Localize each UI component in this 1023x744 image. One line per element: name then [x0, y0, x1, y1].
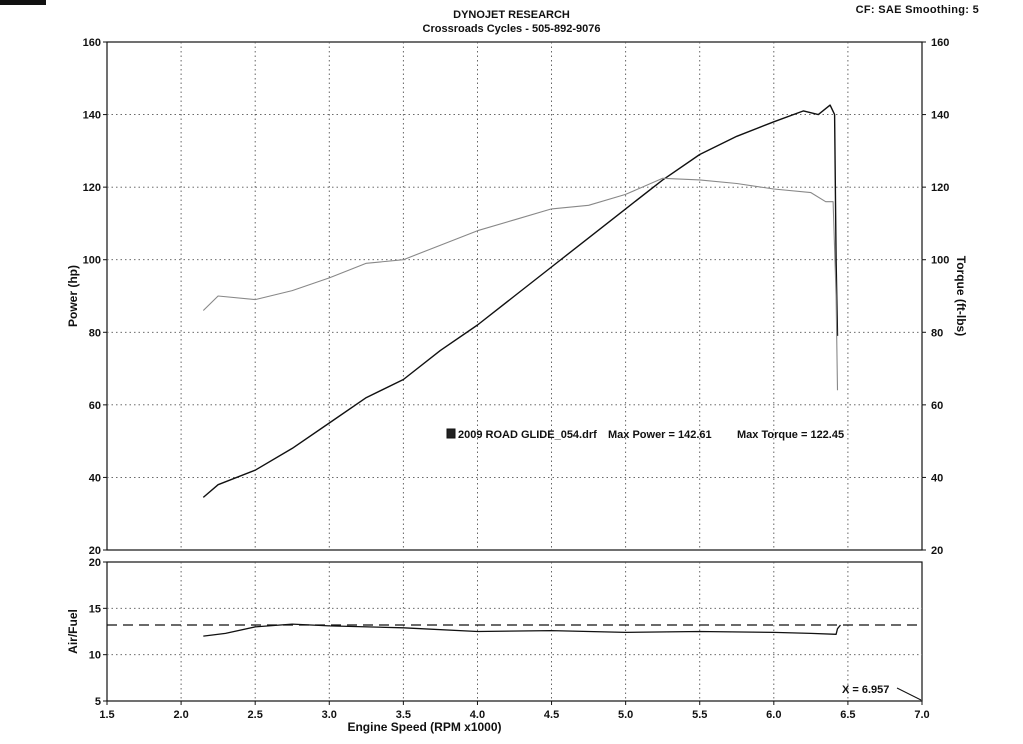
- header-corrections: CF: SAE Smoothing: 5: [855, 4, 979, 16]
- y-tick-label-left: 100: [83, 255, 101, 267]
- x-tick-label: 2.0: [173, 709, 188, 721]
- air-fuel-plot-frame: [106, 561, 923, 702]
- y-tick-label-right: 160: [931, 37, 949, 49]
- torque-series-line: [202, 177, 839, 391]
- header-subtitle: Crossroads Cycles - 505-892-9076: [422, 23, 601, 35]
- x-tick-label: 5.5: [692, 709, 707, 721]
- power-series-line: [202, 104, 839, 498]
- afr-y-tick-label: 5: [95, 696, 101, 708]
- y-tick-label-left: 80: [89, 327, 101, 339]
- legend-swatch: [446, 428, 456, 439]
- y-tick-label-right: 120: [931, 182, 949, 194]
- y-tick-label-left: 20: [89, 545, 101, 557]
- x-axis-title: Engine Speed (RPM x1000): [347, 720, 501, 734]
- y-tick-label-left: 120: [83, 182, 101, 194]
- power-torque-plot-frame: [106, 41, 923, 551]
- afr-series-line: [203, 623, 842, 637]
- cursor-pointer-line: [896, 687, 922, 701]
- y-tick-label-right: 100: [931, 255, 949, 267]
- y-tick-label-right: 80: [931, 327, 943, 339]
- air-fuel-axis-title: Air/Fuel: [66, 609, 80, 654]
- y-tick-label-right: 40: [931, 472, 943, 484]
- afr-y-tick-label: 20: [89, 557, 101, 569]
- afr-y-tick-label: 15: [89, 603, 101, 615]
- x-tick-label: 3.5: [396, 709, 411, 721]
- header-title: DYNOJET RESEARCH: [453, 9, 570, 21]
- x-tick-label: 4.5: [544, 709, 559, 721]
- legend-max-power: Max Power = 142.61: [608, 429, 712, 441]
- torque-axis-title: Torque (ft-lbs): [954, 256, 968, 336]
- x-tick-label: 5.0: [618, 709, 633, 721]
- x-tick-label: 4.0: [470, 709, 485, 721]
- y-tick-label-left: 40: [89, 472, 101, 484]
- y-tick-label-left: 140: [83, 110, 101, 122]
- power-axis-title: Power (hp): [66, 265, 80, 327]
- y-tick-label-left: 160: [83, 37, 101, 49]
- legend-run-name: 2009 ROAD GLIDE_054.drf: [458, 429, 597, 441]
- y-tick-label-right: 140: [931, 110, 949, 122]
- y-tick-label-right: 60: [931, 400, 943, 412]
- y-tick-label-right: 20: [931, 545, 943, 557]
- x-tick-label: 6.5: [840, 709, 855, 721]
- x-tick-label: 3.0: [322, 709, 337, 721]
- y-tick-label-left: 60: [89, 400, 101, 412]
- cursor-readout: X = 6.957: [842, 684, 889, 696]
- scan-edge-mark: [0, 0, 46, 5]
- x-tick-label: 7.0: [914, 709, 929, 721]
- afr-y-tick-label: 10: [89, 650, 101, 662]
- x-tick-label: 1.5: [99, 709, 114, 721]
- x-tick-label: 6.0: [766, 709, 781, 721]
- legend-max-torque: Max Torque = 122.45: [737, 429, 844, 441]
- x-tick-label: 2.5: [248, 709, 263, 721]
